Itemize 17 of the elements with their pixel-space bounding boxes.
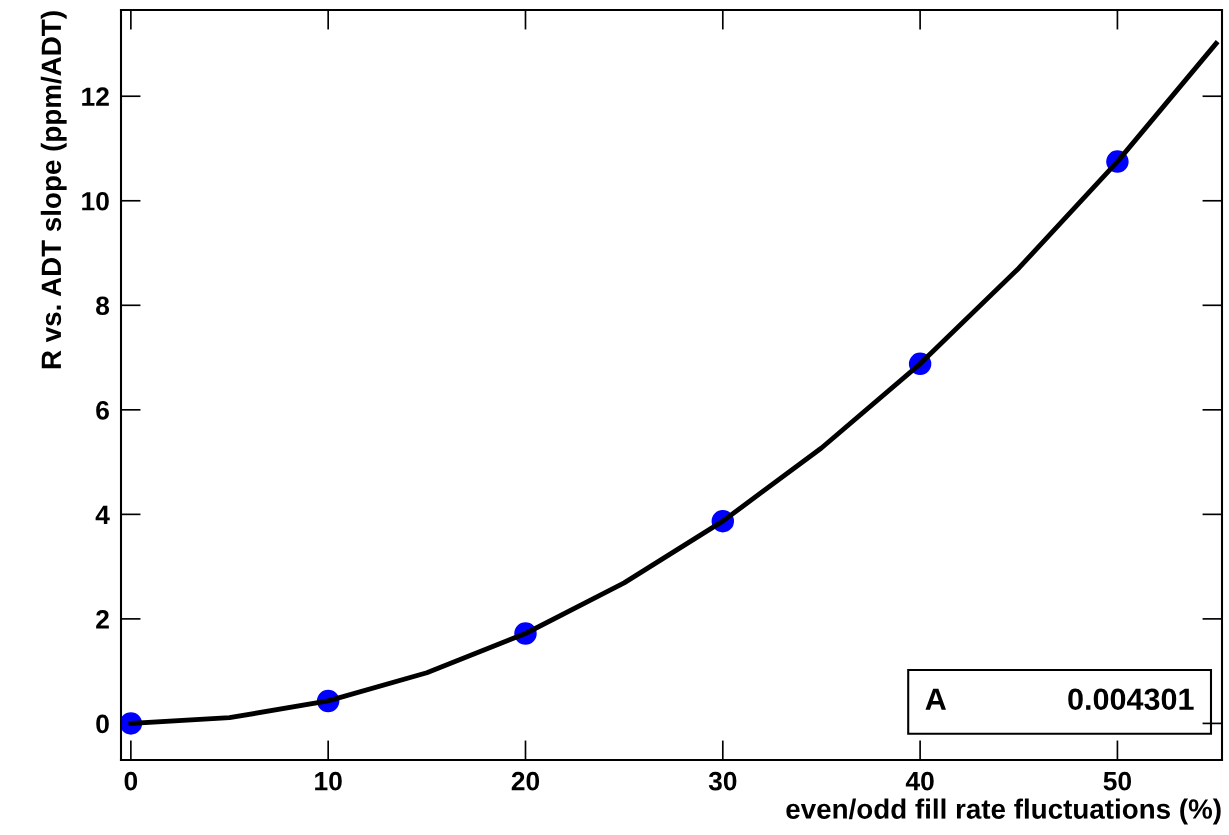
y-tick-label: 10 — [82, 191, 109, 211]
y-tick-label: 2 — [96, 610, 109, 629]
annotation: 0.004301 — [1068, 688, 1194, 711]
y-tick-label: 12 — [82, 87, 109, 106]
y-tick-label: 4 — [95, 505, 110, 524]
x-tick-label: 30 — [708, 771, 737, 791]
y-tick-label: 8 — [96, 296, 110, 316]
y-tick-label: 0 — [96, 714, 109, 734]
x-tick-label: 40 — [905, 771, 934, 791]
y-axis-title: R vs. ADT slope (ppm/ADT) — [40, 11, 67, 369]
annotation: A — [925, 688, 946, 710]
x-tick-label: 50 — [1103, 771, 1132, 791]
x-tick-label: 20 — [511, 771, 540, 791]
y-tick-label: 6 — [96, 400, 109, 420]
x-tick-label: 0 — [124, 771, 138, 791]
x-axis-title: even/odd fill rate fluctuations (%) — [786, 798, 1221, 825]
x-tick-label: 10 — [315, 771, 342, 791]
